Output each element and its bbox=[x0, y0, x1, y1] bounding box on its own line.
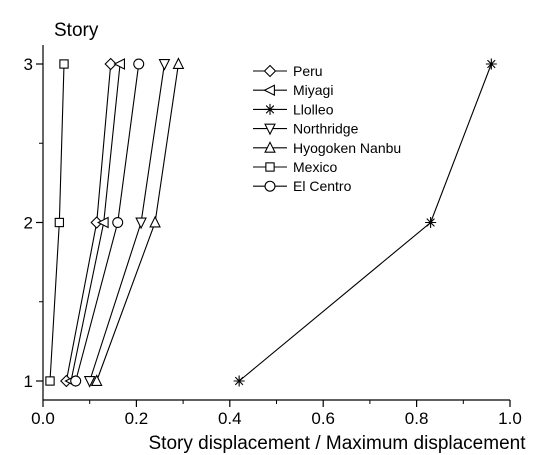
data-point-mexico bbox=[59, 59, 69, 69]
data-point-northridge bbox=[83, 376, 96, 388]
legend-label-mexico: Mexico bbox=[293, 159, 338, 175]
data-point-northridge bbox=[158, 59, 171, 71]
legend: Peru Miyagi Llolleo Northridge Hyogoken Nanb… bbox=[253, 63, 401, 194]
y-tick-label: 2 bbox=[24, 214, 33, 233]
data-point-llolleo bbox=[425, 217, 437, 228]
x-axis-title: Story displacement / Maximum displacemen… bbox=[149, 433, 527, 454]
series-hyogoken-nanbu bbox=[90, 57, 185, 386]
legend-label-el-centro: El Centro bbox=[293, 178, 352, 194]
legend-marker-peru bbox=[263, 64, 277, 78]
series-mexico bbox=[45, 59, 69, 386]
data-point-llolleo bbox=[233, 375, 245, 387]
data-point-hyogoken-nanbu bbox=[90, 374, 103, 386]
legend-marker-mexico bbox=[265, 162, 275, 172]
legend-item-hyogoken-nanbu: Hyogoken Nanbu bbox=[253, 140, 401, 156]
data-point-mexico bbox=[45, 376, 55, 386]
x-tick-label: 0.8 bbox=[405, 409, 429, 428]
data-point-miyagi bbox=[113, 58, 126, 70]
legend-marker-el-centro bbox=[264, 180, 276, 192]
x-tick-label: 0.6 bbox=[311, 409, 335, 428]
data-point-hyogoken-nanbu bbox=[149, 215, 161, 228]
series-group bbox=[45, 57, 497, 388]
legend-label-peru: Peru bbox=[293, 63, 323, 79]
series-el-centro bbox=[70, 58, 145, 387]
legend-label-northridge: Northridge bbox=[293, 121, 359, 137]
data-point-miyagi bbox=[96, 216, 109, 229]
data-point-peru bbox=[90, 216, 103, 229]
series-northridge bbox=[83, 59, 171, 388]
legend-marker-northridge bbox=[264, 123, 276, 136]
data-point-el-centro bbox=[70, 375, 82, 387]
data-point-mexico bbox=[54, 217, 65, 228]
x-tick-label: 1.0 bbox=[498, 409, 522, 428]
x-tick-label: 0.2 bbox=[125, 409, 149, 428]
legend-marker-hyogoken-nanbu bbox=[264, 141, 276, 153]
data-point-el-centro bbox=[112, 217, 124, 229]
axis-ticks: 0.0 0.2 0.4 0.6 0.8 1.0 1 2 3 bbox=[24, 55, 522, 428]
legend-item-northridge: Northridge bbox=[253, 121, 359, 137]
legend-item-mexico: Mexico bbox=[253, 159, 338, 175]
legend-item-el-centro: El Centro bbox=[253, 178, 352, 194]
data-point-peru bbox=[104, 57, 117, 71]
data-point-hyogoken-nanbu bbox=[172, 57, 185, 69]
y-axis-title: Story bbox=[54, 20, 99, 41]
series-llolleo bbox=[233, 58, 497, 387]
x-tick-label: 0.0 bbox=[31, 409, 55, 428]
legend-marker-miyagi bbox=[263, 84, 275, 97]
legend-label-hyogoken-nanbu: Hyogoken Nanbu bbox=[293, 140, 401, 156]
legend-item-llolleo: Llolleo bbox=[253, 101, 334, 117]
legend-marker-llolleo bbox=[264, 103, 276, 115]
y-tick-label: 1 bbox=[24, 372, 33, 391]
data-point-northridge bbox=[135, 217, 147, 230]
y-tick-label: 3 bbox=[24, 55, 33, 74]
x-tick-label: 0.4 bbox=[218, 409, 242, 428]
legend-label-miyagi: Miyagi bbox=[293, 82, 333, 98]
data-point-llolleo bbox=[485, 58, 497, 70]
data-point-el-centro bbox=[133, 58, 145, 70]
legend-label-llolleo: Llolleo bbox=[293, 101, 334, 117]
legend-item-miyagi: Miyagi bbox=[253, 82, 333, 98]
legend-item-peru: Peru bbox=[253, 63, 323, 79]
